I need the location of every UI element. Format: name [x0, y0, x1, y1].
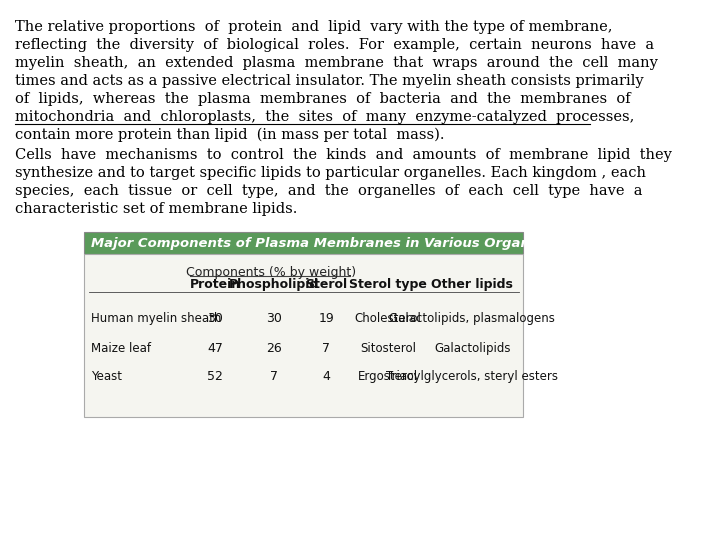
Text: Galactolipids, plasmalogens: Galactolipids, plasmalogens — [390, 312, 555, 325]
Text: 30: 30 — [266, 312, 282, 325]
Text: Other lipids: Other lipids — [431, 278, 513, 291]
Text: of  lipids,  whereas  the  plasma  membranes  of  bacteria  and  the  membranes : of lipids, whereas the plasma membranes … — [15, 92, 631, 106]
Text: 4: 4 — [323, 370, 330, 383]
Text: Yeast: Yeast — [91, 370, 122, 383]
Text: 30: 30 — [207, 312, 223, 325]
Text: 47: 47 — [207, 342, 223, 355]
Text: 52: 52 — [207, 370, 223, 383]
Text: 7: 7 — [270, 370, 278, 383]
Text: times and acts as a passive electrical insulator. The myelin sheath consists pri: times and acts as a passive electrical i… — [15, 74, 644, 88]
Text: The relative proportions  of  protein  and  lipid  vary with the type of membran: The relative proportions of protein and … — [15, 20, 613, 34]
Text: reflecting  the  diversity  of  biological  roles.  For  example,  certain  neur: reflecting the diversity of biological r… — [15, 38, 654, 52]
Text: Cells  have  mechanisms  to  control  the  kinds  and  amounts  of  membrane  li: Cells have mechanisms to control the kin… — [15, 148, 672, 162]
Text: Phospholipid: Phospholipid — [229, 278, 319, 291]
Text: Ergosterol: Ergosterol — [358, 370, 418, 383]
Bar — [84, 232, 523, 254]
Text: Galactolipids: Galactolipids — [434, 342, 510, 355]
Text: contain more protein than lipid  (in mass per total  mass).: contain more protein than lipid (in mass… — [15, 128, 445, 143]
Text: Triacylglycerols, steryl esters: Triacylglycerols, steryl esters — [386, 370, 558, 383]
Text: 26: 26 — [266, 342, 282, 355]
Text: Sitosterol: Sitosterol — [360, 342, 416, 355]
Text: Cholesterol: Cholesterol — [354, 312, 421, 325]
Text: synthesize and to target specific lipids to particular organelles. Each kingdom : synthesize and to target specific lipids… — [15, 166, 646, 180]
Text: species,  each  tissue  or  cell  type,  and  the  organelles  of  each  cell  t: species, each tissue or cell type, and t… — [15, 184, 643, 198]
Bar — [84, 254, 523, 417]
Text: Components (% by weight): Components (% by weight) — [186, 266, 356, 279]
Text: myelin  sheath,  an  extended  plasma  membrane  that  wraps  around  the  cell : myelin sheath, an extended plasma membra… — [15, 56, 658, 70]
Text: characteristic set of membrane lipids.: characteristic set of membrane lipids. — [15, 202, 297, 216]
Text: mitochondria  and  chloroplasts,  the  sites  of  many  enzyme-catalyzed  proces: mitochondria and chloroplasts, the sites… — [15, 110, 634, 124]
Text: 19: 19 — [318, 312, 334, 325]
Text: Human myelin sheath: Human myelin sheath — [91, 312, 222, 325]
Text: Major Components of Plasma Membranes in Various Organisms: Major Components of Plasma Membranes in … — [91, 237, 564, 249]
Text: Sterol type: Sterol type — [349, 278, 427, 291]
Text: 7: 7 — [323, 342, 330, 355]
Text: Protein: Protein — [189, 278, 240, 291]
Text: Sterol: Sterol — [305, 278, 348, 291]
Text: Maize leaf: Maize leaf — [91, 342, 151, 355]
